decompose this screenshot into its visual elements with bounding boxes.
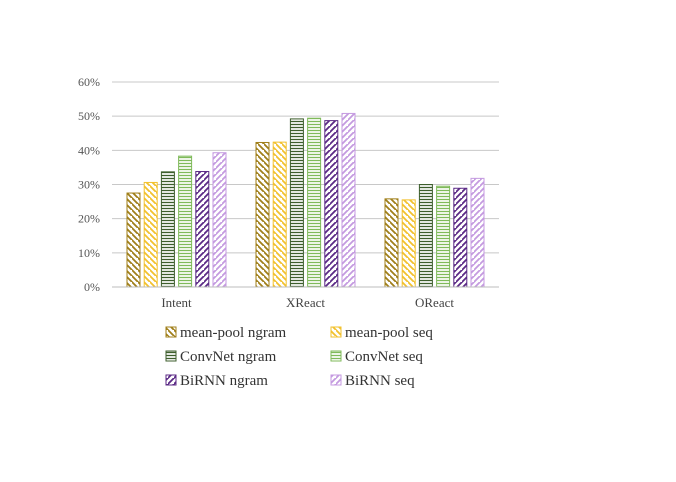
legend-label: BiRNN seq [345,373,415,389]
legend-item-convnet-seq: ConvNet seq [330,349,423,365]
legend-swatch [330,374,342,386]
bar-convnet-ngram-intent [160,171,175,288]
bar-mean-pool-ngram-xreact [255,141,270,288]
legend-label: BiRNN ngram [180,373,268,389]
bar-convnet-seq-oreact [436,185,451,288]
x-tick-label: XReact [286,295,325,310]
legend-label: ConvNet ngram [180,349,277,365]
bar-birnn-ngram-intent [195,171,210,288]
bar-birnn-seq-oreact [470,177,485,288]
bar-mean-pool-seq-oreact [401,199,416,288]
y-tick-label: 30% [78,178,100,192]
bar-convnet-ngram-xreact [289,118,304,288]
x-tick-label: Intent [161,295,192,310]
legend: mean-pool ngram mean-pool seq ConvNet ngra… [165,325,433,389]
bar-birnn-seq-intent [212,152,227,288]
legend-swatch [330,326,342,338]
bar-birnn-seq-xreact [341,112,356,288]
bar-mean-pool-ngram-oreact [384,198,399,288]
y-tick-label: 0% [84,280,100,294]
bar-birnn-ngram-oreact [453,187,468,288]
gridlines [112,81,499,288]
bar-convnet-ngram-oreact [418,184,433,288]
legend-item-birnn-seq: BiRNN seq [330,373,415,389]
bar-birnn-ngram-xreact [324,120,339,288]
legend-swatch [165,326,177,338]
x-axis: Intent XReact OReact [112,286,499,310]
x-tick-label: OReact [415,295,454,310]
bar-convnet-seq-xreact [307,117,322,288]
bar-mean-pool-ngram-intent [126,192,141,288]
y-tick-label: 10% [78,246,100,260]
legend-swatch [165,374,177,386]
legend-label: mean-pool seq [345,325,433,341]
legend-label: ConvNet seq [345,349,423,365]
y-axis-ticks: 0% 10% 20% 30% 40% 50% 60% [78,75,100,294]
bar-mean-pool-seq-intent [143,181,158,288]
y-tick-label: 20% [78,212,100,226]
bar-mean-pool-seq-xreact [272,141,287,288]
y-tick-label: 50% [78,109,100,123]
legend-item-convnet-ngram: ConvNet ngram [165,349,277,365]
legend-swatch [330,350,342,362]
y-tick-label: 40% [78,143,100,157]
legend-swatch [165,350,177,362]
legend-item-mean-pool-ngram: mean-pool ngram [165,325,287,341]
y-tick-label: 60% [78,75,100,89]
legend-label: mean-pool ngram [180,325,287,341]
bars [126,112,485,288]
bar-convnet-seq-intent [178,155,193,288]
legend-item-birnn-ngram: BiRNN ngram [165,373,268,389]
legend-item-mean-pool-seq: mean-pool seq [330,325,433,341]
